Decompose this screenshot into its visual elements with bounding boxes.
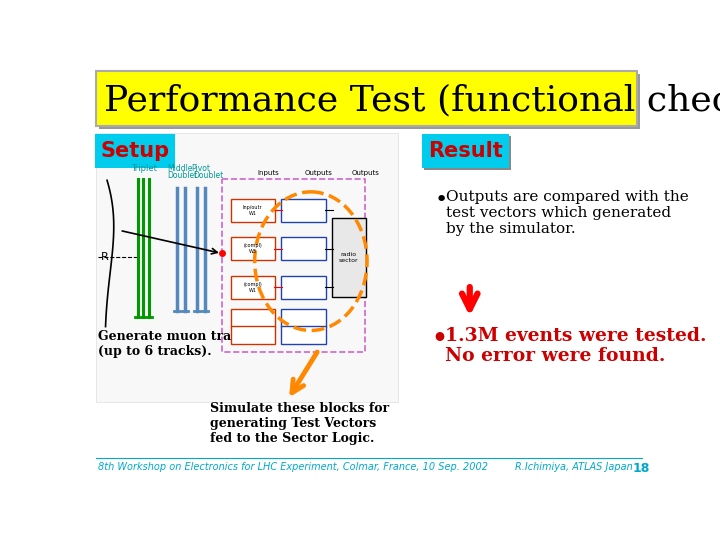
Text: Inp/outr
W1: Inp/outr W1	[243, 205, 263, 215]
Text: Doublet: Doublet	[168, 171, 198, 180]
FancyBboxPatch shape	[422, 134, 508, 168]
FancyBboxPatch shape	[97, 137, 178, 170]
FancyBboxPatch shape	[231, 326, 275, 345]
Text: Pivot: Pivot	[191, 164, 210, 173]
FancyBboxPatch shape	[94, 134, 175, 168]
Text: Triplet: Triplet	[131, 164, 157, 173]
FancyBboxPatch shape	[282, 199, 325, 222]
FancyBboxPatch shape	[231, 237, 275, 260]
FancyBboxPatch shape	[231, 309, 275, 327]
FancyBboxPatch shape	[99, 74, 640, 130]
Text: (compl)
W1: (compl) W1	[243, 282, 262, 293]
Text: Outputs are compared with the
test vectors which generated
by the simulator.: Outputs are compared with the test vecto…	[446, 190, 689, 236]
FancyBboxPatch shape	[96, 132, 398, 402]
Text: Generate muon tracks
(up to 6 tracks).: Generate muon tracks (up to 6 tracks).	[98, 330, 254, 359]
Text: Middle: Middle	[168, 164, 193, 173]
FancyBboxPatch shape	[231, 276, 275, 299]
Text: radio
sector: radio sector	[339, 252, 359, 262]
Text: 8th Workshop on Electronics for LHC Experiment, Colmar, France, 10 Sep. 2002: 8th Workshop on Electronics for LHC Expe…	[98, 462, 487, 472]
Text: Simulate these blocks for
generating Test Vectors
fed to the Sector Logic.: Simulate these blocks for generating Tes…	[210, 402, 390, 445]
Text: •: •	[431, 327, 447, 350]
Text: R.Ichimiya, ATLAS Japan: R.Ichimiya, ATLAS Japan	[515, 462, 632, 472]
FancyBboxPatch shape	[282, 276, 325, 299]
Text: Outputs: Outputs	[351, 170, 379, 176]
FancyBboxPatch shape	[96, 71, 637, 126]
Text: R: R	[101, 252, 109, 262]
FancyBboxPatch shape	[282, 326, 325, 345]
FancyBboxPatch shape	[282, 309, 325, 327]
Text: Inputs: Inputs	[257, 170, 279, 176]
Text: •: •	[435, 190, 448, 210]
Text: 1.3M events were tested.
No error were found.: 1.3M events were tested. No error were f…	[445, 327, 706, 366]
FancyBboxPatch shape	[332, 218, 366, 296]
FancyBboxPatch shape	[424, 137, 510, 170]
Text: Setup: Setup	[100, 141, 169, 161]
Text: 18: 18	[632, 462, 650, 475]
Text: Performance Test (functional check): Performance Test (functional check)	[104, 83, 720, 117]
FancyBboxPatch shape	[282, 237, 325, 260]
FancyBboxPatch shape	[94, 69, 644, 477]
Text: (compl)
W3: (compl) W3	[243, 244, 262, 254]
Text: Outputs: Outputs	[305, 170, 333, 176]
Text: Result: Result	[428, 141, 503, 161]
Text: Doublet: Doublet	[193, 171, 223, 180]
FancyBboxPatch shape	[231, 199, 275, 222]
